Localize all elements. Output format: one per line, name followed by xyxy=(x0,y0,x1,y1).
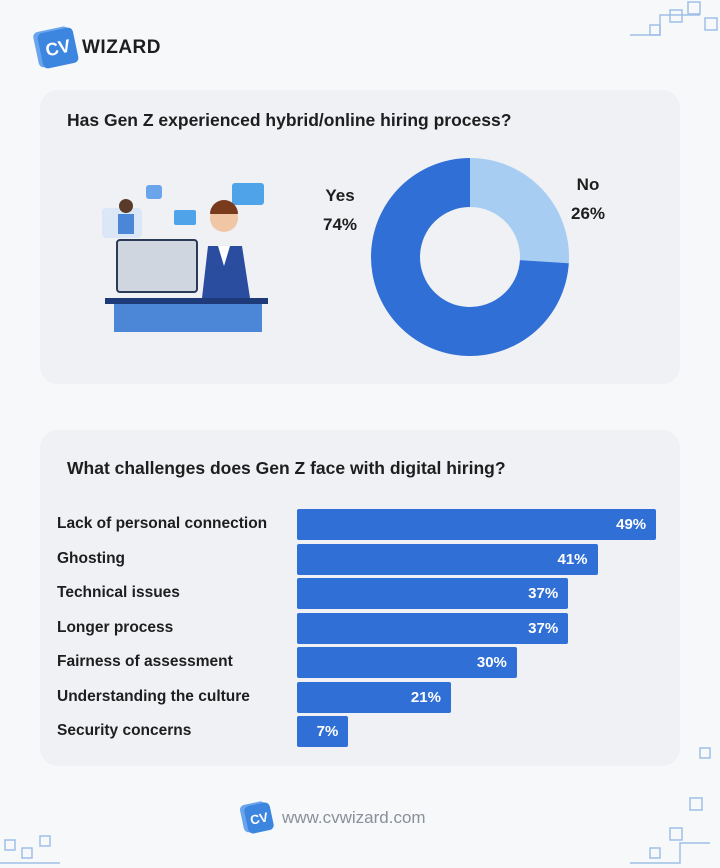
bar-chart-title: What challenges does Gen Z face with dig… xyxy=(67,458,506,478)
bar: 37% xyxy=(297,612,569,644)
bar-category-label: Ghosting xyxy=(57,549,126,567)
brand-logo: CV WIZARD xyxy=(36,26,161,70)
bar: 30% xyxy=(297,647,517,678)
decorative-grid-bottom-right xyxy=(630,747,711,864)
bar: 49% xyxy=(297,509,657,540)
bar-value-label: 37% xyxy=(528,585,559,602)
bar-category-label: Lack of personal connection xyxy=(57,515,268,532)
donut-chart-title: Has Gen Z experienced hybrid/online hiri… xyxy=(67,110,512,130)
bar-category-label: Understanding the culture xyxy=(57,687,250,705)
bar-value-label: 21% xyxy=(410,688,441,706)
donut-chart xyxy=(371,158,569,356)
bar: 21% xyxy=(297,681,451,713)
website-url: www.cvwizard.com xyxy=(282,808,426,827)
bar-value-label: 30% xyxy=(476,654,507,671)
bar-value-label: 37% xyxy=(528,619,559,637)
hybrid-hiring-card: Has Gen Z experienced hybrid/online hiri… xyxy=(40,90,680,384)
bar: 41% xyxy=(297,543,598,575)
bar: 7% xyxy=(297,716,349,747)
bar-category-label: Longer process xyxy=(57,618,174,636)
yes-label-group: Yes 74% xyxy=(323,181,357,239)
bar-value-label: 49% xyxy=(616,516,647,533)
no-label: No xyxy=(576,175,600,194)
no-label-group: No 26% xyxy=(571,170,605,228)
no-value: 26% xyxy=(571,204,606,223)
bar-value-label: 41% xyxy=(557,550,588,568)
yes-value: 74% xyxy=(323,215,358,234)
bar: 37% xyxy=(297,578,569,609)
donut-slice-yes xyxy=(371,158,569,356)
bar-category-label: Security concerns xyxy=(57,722,192,739)
decorative-grid-bottom-left xyxy=(0,835,60,864)
support-agent-illustration xyxy=(102,183,268,332)
cv-logo-icon: CV xyxy=(243,801,275,835)
bar-category-label: Fairness of assessment xyxy=(57,653,233,670)
bar-value-label: 7% xyxy=(316,723,339,740)
donut-slice-no xyxy=(470,158,569,264)
bar-category-label: Technical issues xyxy=(57,584,180,601)
decorative-grid-top-right xyxy=(630,1,718,36)
yes-label: Yes xyxy=(325,186,355,205)
brand-name: WIZARD xyxy=(82,37,161,58)
footer: CV www.cvwizard.com xyxy=(243,801,426,835)
cv-logo-icon: CV xyxy=(36,26,80,70)
